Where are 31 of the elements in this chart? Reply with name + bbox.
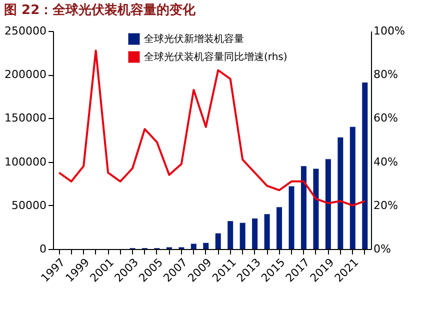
y-tick-label: 200000 (4, 68, 46, 82)
bar (252, 218, 258, 249)
legend-label: 全球光伏装机容量同比增速(rhs) (144, 51, 288, 63)
y2-tick-label: 100% (374, 24, 405, 38)
bar (240, 222, 246, 249)
bar (203, 242, 209, 249)
bar (228, 221, 234, 249)
bar (325, 159, 331, 249)
y2-tick-label: 20% (374, 198, 398, 212)
line-series (58, 50, 366, 206)
bar (362, 82, 368, 249)
bar (350, 126, 356, 249)
legend-label: 全球光伏新增装机容量 (144, 33, 244, 45)
bar (288, 186, 294, 249)
bar (300, 166, 306, 249)
bar (190, 244, 196, 249)
bar (276, 207, 282, 249)
y-tick-label: 100000 (4, 155, 46, 168)
y-tick-label: 50000 (12, 198, 46, 212)
bar (313, 168, 319, 249)
chart-title: 图 22：全球光伏装机容量的变化 (4, 2, 197, 18)
y2-tick-label: 40% (374, 155, 398, 168)
y-tick-label: 0 (40, 242, 46, 256)
bar (215, 233, 221, 249)
bar (338, 137, 344, 249)
bar (264, 214, 270, 249)
y2-tick-label: 0% (374, 242, 391, 256)
y2-tick-label: 60% (374, 112, 398, 125)
y2-tick-label: 80% (374, 68, 398, 82)
y-tick-label: 150000 (4, 112, 46, 125)
y-tick-label: 250000 (4, 24, 46, 38)
